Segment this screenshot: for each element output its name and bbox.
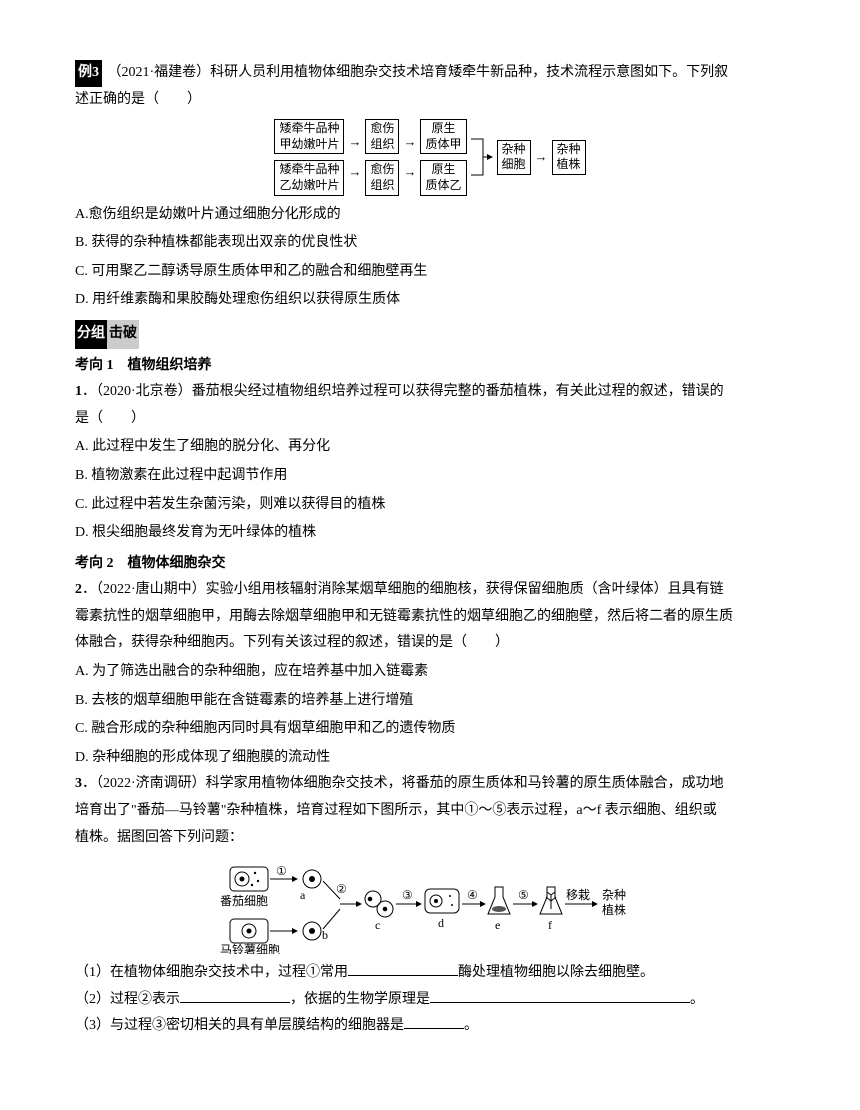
d1-box7: 杂种细胞: [497, 140, 531, 175]
k2-D: D. 杂种细胞的形成体现了细胞膜的流动性: [75, 745, 785, 772]
svg-text:③: ③: [402, 888, 413, 902]
blank-2a[interactable]: [180, 989, 290, 1003]
q2-text1: 实验小组用核辐射消除某烟草细胞的细胞核，获得保留细胞质（含叶绿体）且具有链: [206, 582, 724, 597]
q3-src: ．（2022·济南调研）: [82, 776, 206, 791]
q3-text3: 植株。据图回答下列问题：: [75, 825, 785, 852]
k2-A: A. 为了筛选出融合的杂种细胞，应在培养基中加入链霉素: [75, 659, 785, 686]
section-dark: 分组: [75, 320, 107, 349]
q1-src: ．（2020·北京卷）: [82, 384, 192, 399]
optA-C: C. 可用聚乙二醇诱导原生质体甲和乙的融合和细胞壁再生: [75, 259, 785, 286]
svg-text:杂种: 杂种: [602, 888, 626, 902]
svg-text:f: f: [548, 918, 552, 932]
svg-text:①: ①: [276, 864, 287, 878]
k1-C: C. 此过程中若发生杂菌污染，则难以获得目的植株: [75, 492, 785, 519]
svg-text:②: ②: [336, 882, 347, 896]
d1-box2: 矮牵牛品种乙幼嫩叶片: [274, 160, 344, 195]
blank-2b[interactable]: [430, 989, 690, 1003]
d1-box1: 矮牵牛品种甲幼嫩叶片: [274, 119, 344, 154]
k1-title: 考向 1 植物组织培养: [75, 353, 785, 380]
svg-text:移栽: 移栽: [566, 888, 590, 902]
k1-A: A. 此过程中发生了细胞的脱分化、再分化: [75, 434, 785, 461]
d1-box4: 愈伤组织: [365, 160, 399, 195]
q3-text2: 培育出了"番茄—马铃薯"杂种植株，培育过程如下图所示，其中①～⑤表示过程，a～f…: [75, 798, 785, 825]
k2-B: B. 去核的烟草细胞甲能在含链霉素的培养基上进行增殖: [75, 688, 785, 715]
k2-q3: 3．（2022·济南调研）科学家用植物体细胞杂交技术，将番茄的原生质体和马铃薯的…: [75, 771, 785, 798]
q2-num: 2: [75, 582, 82, 597]
k1-B: B. 植物激素在此过程中起调节作用: [75, 463, 785, 490]
example-label: 例3: [75, 60, 102, 87]
d1-box3: 愈伤组织: [365, 119, 399, 154]
k2-title: 考向 2 植物体细胞杂交: [75, 551, 785, 578]
blank-3[interactable]: [404, 1015, 464, 1029]
optA-D: D. 用纤维素酶和果胶酶处理愈伤组织以获得原生质体: [75, 287, 785, 314]
example3-stem: 例3 （2021·福建卷）科研人员利用植物体细胞杂交技术培育矮牵牛新品种，技术流…: [75, 60, 785, 87]
example3-source: （2021·福建卷）: [108, 65, 211, 80]
svg-text:e: e: [495, 918, 500, 932]
sub1: （1）在植物体细胞杂交技术中，过程①常用酶处理植物细胞以除去细胞壁。: [75, 960, 785, 987]
svg-text:植株: 植株: [602, 902, 626, 917]
optA-B: B. 获得的杂种植株都能表现出双亲的优良性状: [75, 230, 785, 257]
merge-arrow-icon: [471, 127, 493, 187]
blank-1[interactable]: [348, 962, 458, 976]
q2-text3: 体融合，获得杂种细胞丙。下列有关该过程的叙述，错误的是（ ）: [75, 630, 785, 657]
q1-text2: 是（ ）: [75, 406, 785, 433]
k2-C: C. 融合形成的杂种细胞丙同时具有烟草细胞甲和乙的遗传物质: [75, 716, 785, 743]
optA-A: A.愈伤组织是幼嫩叶片通过细胞分化形成的: [75, 202, 785, 229]
q2-src: ．（2022·唐山期中）: [82, 582, 206, 597]
svg-text:a: a: [300, 888, 306, 902]
svg-text:番茄细胞: 番茄细胞: [220, 894, 268, 908]
q1-num: 1: [75, 384, 82, 399]
svg-text:④: ④: [467, 888, 478, 902]
k1-D: D. 根尖细胞最终发育为无叶绿体的植株: [75, 520, 785, 547]
d1-box8: 杂种植株: [552, 140, 586, 175]
svg-text:⑤: ⑤: [518, 888, 529, 902]
d1-box5: 原生质体甲: [420, 119, 466, 154]
diagram2: 番茄细胞 马铃薯细胞 ① a b ② c ③: [75, 859, 785, 954]
svg-text:c: c: [375, 918, 380, 932]
section-header: 分组击破: [75, 314, 785, 349]
k2-q2: 2．（2022·唐山期中）实验小组用核辐射消除某烟草细胞的细胞核，获得保留细胞质…: [75, 577, 785, 604]
q3-num: 3: [75, 776, 82, 791]
d1-box6: 原生质体乙: [420, 160, 466, 195]
svg-text:b: b: [322, 928, 328, 942]
k1-q1: 1．（2020·北京卷）番茄根尖经过植物组织培养过程可以获得完整的番茄植株，有关…: [75, 379, 785, 406]
q2-text2: 霉素抗性的烟草细胞甲，用酶去除烟草细胞甲和无链霉素抗性的烟草细胞乙的细胞壁，然后…: [75, 604, 785, 631]
q1-text1: 番茄根尖经过植物组织培养过程可以获得完整的番茄植株，有关此过程的叙述，错误的: [192, 384, 724, 399]
sub3: （3）与过程③密切相关的具有单层膜结构的细胞器是。: [75, 1013, 785, 1040]
section-light: 击破: [107, 320, 139, 349]
example3-stem2: 述正确的是（ ）: [75, 87, 785, 114]
sub2: （2）过程②表示，依据的生物学原理是。: [75, 987, 785, 1014]
diagram1: 矮牵牛品种甲幼嫩叶片 矮牵牛品种乙幼嫩叶片 → → 愈伤组织 愈伤组织 → → …: [75, 119, 785, 195]
example3-text1: 科研人员利用植物体细胞杂交技术培育矮牵牛新品种，技术流程示意图如下。下列叙: [210, 65, 728, 80]
svg-text:马铃薯细胞: 马铃薯细胞: [220, 942, 280, 954]
q3-text1: 科学家用植物体细胞杂交技术，将番茄的原生质体和马铃薯的原生质体融合，成功地: [206, 776, 724, 791]
svg-text:d: d: [438, 916, 444, 930]
